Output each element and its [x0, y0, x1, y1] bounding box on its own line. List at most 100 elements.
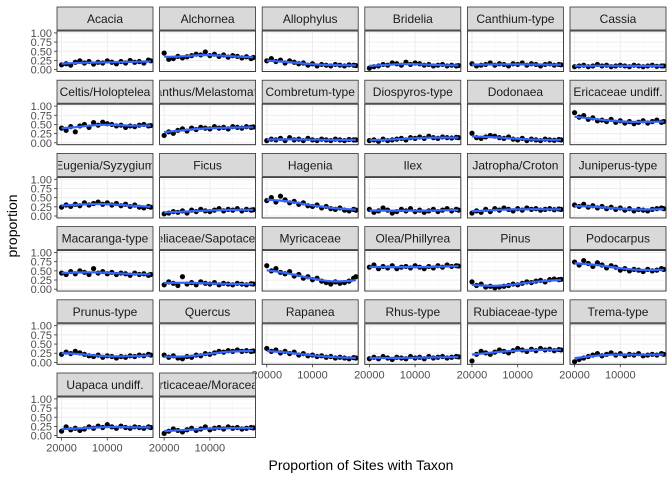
facet-strip-label: Hagenia: [288, 158, 333, 172]
facet-strip: [159, 299, 257, 324]
data-point: [558, 206, 564, 212]
smooth-line: [61, 123, 151, 130]
panel-border: [569, 176, 667, 219]
facet-strip: [364, 152, 462, 177]
y-tick-label: 0.00: [31, 138, 52, 150]
y-tick-label: 1.00: [31, 101, 52, 113]
facet-strip: [364, 79, 462, 104]
data-point: [72, 129, 78, 135]
facet-strip-label: Canthium-type: [476, 12, 554, 26]
facet-panel: Ficus: [159, 152, 257, 219]
facet-strip-label: Ilex: [403, 158, 422, 172]
data-point: [581, 257, 587, 264]
smooth-line: [574, 353, 664, 360]
facet-strip: [159, 79, 257, 104]
facet-strip-label: Prunus-type: [73, 305, 138, 319]
panel-border: [364, 176, 462, 219]
data-point: [148, 424, 154, 431]
facet-strip: [569, 6, 667, 31]
smooth-line: [369, 208, 459, 212]
facet-strip-label: Podocarpus: [586, 232, 650, 246]
facet-strip-label: Celtis/Holoptelea: [60, 85, 151, 99]
facet-panel: Diospyros-type: [364, 79, 462, 146]
facet-panel: Urticaceae/Moraceae 20000 10000: [149, 372, 265, 455]
panel-border: [364, 30, 462, 72]
facet-strip-label: Allophylus: [283, 12, 338, 26]
facet-panel: Ilex: [364, 152, 462, 219]
data-point: [353, 355, 359, 361]
facet-strip: [364, 6, 462, 31]
data-point: [166, 56, 172, 62]
data-point: [58, 270, 65, 276]
facet-strip: [261, 79, 359, 104]
facet-panel: Jatropha/Croton: [466, 152, 564, 219]
facet-strip-label: Acacia: [87, 12, 123, 26]
facet-panel: Dodonaea: [466, 79, 564, 146]
data-point: [661, 118, 667, 125]
y-tick-label: 1.00: [31, 248, 52, 260]
data-point: [571, 359, 578, 365]
smooth-line: [369, 265, 459, 269]
y-tick-label: 0.75: [31, 37, 52, 49]
data-point: [264, 58, 270, 64]
data-point: [90, 120, 97, 126]
facet-panel: Macaranga-type 0.000.250.500.751.00: [31, 226, 154, 296]
panel-border: [569, 103, 667, 146]
data-point: [58, 125, 65, 131]
facet-panel: Olea/Phillyrea: [364, 226, 462, 292]
panel-border: [261, 323, 359, 365]
smooth-line: [574, 115, 664, 123]
smooth-line: [266, 198, 356, 211]
panel-border: [159, 30, 257, 72]
y-axis-title: proportion: [4, 194, 20, 257]
facet-strip-label: Pinus: [500, 232, 530, 246]
facet-panel: Eugenia/Syzygium 0.000.250.500.751.00: [31, 152, 154, 223]
smooth-line: [164, 208, 254, 214]
smooth-line: [164, 281, 254, 286]
facet-panel: Myricaceae: [261, 226, 359, 292]
data-point: [469, 279, 475, 285]
facet-strip-label: Jatropha/Croton: [472, 158, 558, 172]
facet-strip-label: Bridelia: [393, 12, 433, 26]
data-point: [353, 137, 359, 143]
x-tick-label: 10000: [195, 443, 226, 455]
smooth-line: [164, 126, 254, 134]
smooth-line: [471, 135, 562, 141]
facet-panel: Rubiaceae-type 20000 10000: [457, 299, 564, 381]
y-tick-label: 0.25: [31, 348, 52, 360]
smooth-line: [164, 349, 254, 358]
facet-strip-label: Meliaceae/Sapotaceae: [147, 232, 269, 246]
facet-strip: [56, 226, 154, 251]
y-tick-label: 0.50: [31, 193, 52, 205]
facet-strip-label: Uapaca undiff.: [66, 378, 143, 392]
facet-strip-label: Diospyros-type: [373, 85, 453, 99]
facet-strip: [261, 226, 359, 251]
facet-panel: Prunus-type 0.000.250.500.751.00: [31, 299, 154, 369]
facet-strip-label: Cassia: [600, 12, 637, 26]
data-point: [273, 266, 279, 272]
data-point: [250, 207, 256, 213]
panel-border: [261, 103, 359, 146]
y-tick-label: 0.75: [31, 110, 52, 122]
y-tick-label: 0.75: [31, 403, 52, 415]
smooth-line: [574, 204, 664, 211]
facet-strip: [261, 299, 359, 324]
data-point: [571, 110, 578, 116]
facet-panel: Juniperus-type: [569, 152, 667, 219]
y-tick-label: 0.00: [31, 431, 52, 443]
facet-strip-label: Dodonaea: [488, 85, 544, 99]
y-tick-label: 0.75: [31, 330, 52, 342]
facet-strip-label: Urticaceae/Moraceae: [151, 378, 265, 392]
data-point: [558, 137, 564, 143]
smooth-line: [266, 138, 356, 141]
smooth-line: [61, 271, 151, 276]
panel-border: [569, 250, 667, 292]
data-point: [455, 135, 462, 141]
panel-border: [159, 396, 257, 438]
y-tick-label: 1.00: [31, 28, 52, 40]
smooth-line: [369, 136, 459, 142]
facet-strip-label: Olea/Phillyrea: [375, 232, 450, 246]
facet-strip: [56, 79, 154, 104]
smooth-line: [164, 54, 254, 59]
